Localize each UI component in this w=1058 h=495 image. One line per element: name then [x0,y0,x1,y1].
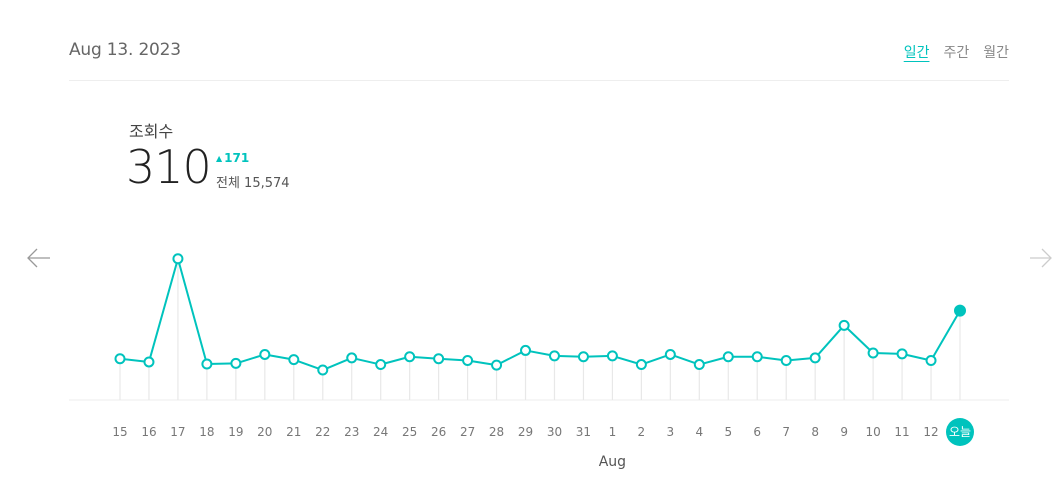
data-point[interactable] [317,364,329,376]
tab-weekly[interactable]: 주간 [943,45,970,61]
data-point[interactable] [375,359,387,371]
data-point[interactable] [230,357,242,369]
data-point[interactable] [954,304,966,317]
x-tick-label: 16 [141,425,156,439]
x-tick-label: 5 [724,425,732,439]
prev-arrow-button[interactable] [26,245,52,275]
series-line [119,257,961,372]
x-tick-label-today: 오늘 [949,425,971,439]
x-tick-label: 25 [402,425,417,439]
x-tick-label: 8 [811,425,819,439]
stat-value: 310 [126,140,212,194]
data-point[interactable] [751,351,763,363]
x-tick-label: 17 [170,425,185,439]
data-point[interactable] [520,344,532,356]
data-point[interactable] [114,353,126,365]
next-arrow-button[interactable] [1028,245,1054,275]
x-tick-label: 20 [257,425,272,439]
header-bar: Aug 13. 2023 일간 주간 월간 [69,0,1009,81]
x-tick-label: 24 [373,425,388,439]
data-point[interactable] [346,352,358,364]
x-tick-label: 9 [840,425,848,439]
stat-label: 조회수 [129,122,174,141]
data-point[interactable] [896,348,908,360]
arrow-left-icon [27,248,50,268]
data-point[interactable] [606,350,618,362]
month-label: Aug [599,454,626,470]
tab-monthly[interactable]: 월간 [983,45,1009,61]
tab-daily[interactable]: 일간 [903,45,930,61]
x-tick-label: 2 [638,425,646,439]
data-point[interactable] [259,348,271,360]
data-point[interactable] [491,359,503,371]
x-tick-label: 23 [344,425,359,439]
data-point[interactable] [404,351,416,363]
x-tick-label: 10 [865,425,880,439]
stat-total: 전체 15,574 [216,176,290,191]
data-point[interactable] [288,354,300,366]
x-tick-label: 3 [667,425,675,439]
today-badge [946,418,974,446]
x-tick-label: 27 [460,425,475,439]
data-point[interactable] [693,359,705,371]
x-tick-label: 18 [199,425,214,439]
x-tick-label: 22 [315,425,330,439]
data-point[interactable] [172,253,184,265]
stat-delta: ▲ 171 [216,151,249,165]
data-point[interactable] [462,355,474,367]
x-tick-label: 4 [695,425,703,439]
x-tick-label: 15 [112,425,127,439]
up-triangle-icon: ▲ [216,154,223,163]
x-tick-label: 29 [518,425,533,439]
x-tick-label: 7 [782,425,790,439]
data-point[interactable] [838,319,850,331]
period-tabs: 일간 주간 월간 [904,42,1009,62]
x-tick-label: 28 [489,425,504,439]
arrow-right-icon [1030,248,1052,268]
x-tick-label: 12 [923,425,938,439]
data-point[interactable] [925,355,937,367]
data-point[interactable] [867,347,879,359]
data-point[interactable] [143,356,155,368]
data-point[interactable] [780,355,792,367]
data-point[interactable] [635,359,647,371]
x-tick-label: 19 [228,425,243,439]
x-tick-label: 21 [286,425,301,439]
data-point[interactable] [548,350,560,362]
data-point[interactable] [809,352,821,364]
x-tick-label: 1 [609,425,617,439]
data-point[interactable] [577,351,589,363]
x-tick-label: 26 [431,425,446,439]
data-point[interactable] [664,348,676,360]
data-point[interactable] [433,353,445,365]
x-tick-label: 6 [753,425,761,439]
stat-delta-value: 171 [224,151,250,165]
x-tick-label: 30 [547,425,562,439]
data-point[interactable] [722,351,734,363]
x-tick-label: 31 [576,425,591,439]
current-date: Aug 13. 2023 [69,40,181,60]
data-point[interactable] [201,358,213,370]
x-tick-label: 11 [894,425,909,439]
